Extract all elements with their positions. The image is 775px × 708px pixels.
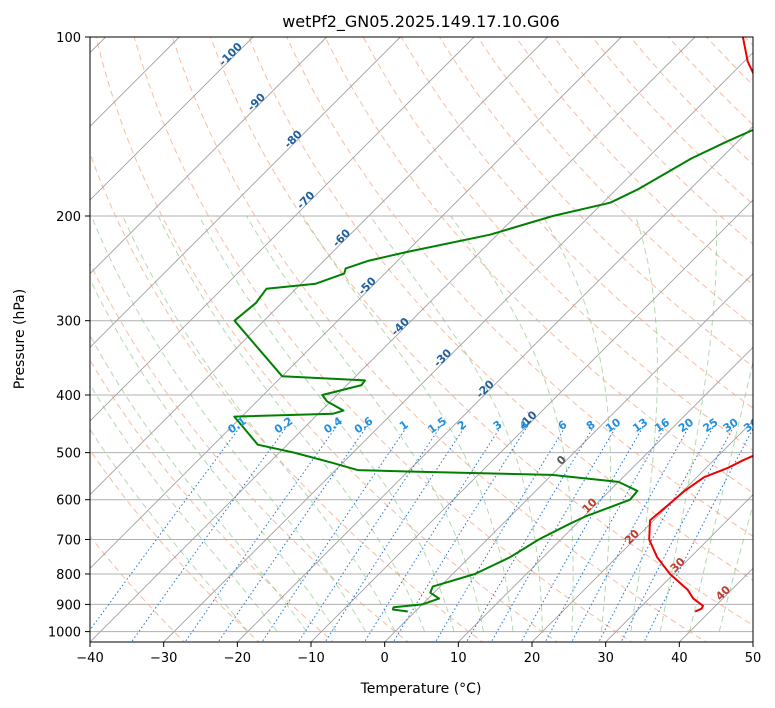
x-tick-label: 20	[524, 651, 541, 666]
isotherm-line	[605, 494, 753, 642]
isotherm-line	[90, 37, 622, 569]
isotherm-line	[531, 420, 753, 642]
mixing-ratio-line	[520, 425, 645, 642]
dry-adiabat-line	[248, 37, 753, 581]
x-tick-label: −30	[150, 651, 177, 666]
mixing-ratio-line	[571, 425, 691, 642]
x-tick-label: 0	[381, 651, 389, 666]
isotherm-line	[90, 37, 327, 275]
isotherm-line	[90, 37, 548, 496]
mixing-ratio-line	[392, 425, 529, 642]
dewpoint-profile-line	[233, 128, 753, 613]
isotherm-line	[90, 37, 254, 201]
moist-adiabat-line	[369, 215, 543, 632]
moist-adiabat-line	[157, 215, 425, 632]
moist-adiabat-line	[122, 215, 396, 632]
y-axis-label: Pressure (hPa)	[12, 289, 28, 389]
moist-adiabat-line	[689, 359, 753, 632]
dry-adiabat-line	[515, 37, 753, 286]
mixing-ratio-line	[544, 425, 667, 642]
moist-adiabat-line	[659, 215, 718, 632]
temperature-profile-line	[648, 37, 753, 613]
isotherms	[90, 37, 753, 642]
dry-adiabat-line	[171, 37, 707, 642]
moist-adiabat-line	[90, 215, 367, 632]
moist-adiabat-line	[90, 334, 308, 632]
dry-adiabat-line	[95, 37, 558, 642]
y-axis-ticks: 100 200 300 400 500 600 700 800 900 1000	[48, 31, 90, 641]
dry-adiabat-line	[90, 262, 409, 642]
mixing-ratio-line	[620, 425, 735, 642]
dry-adiabat-line	[90, 359, 335, 642]
x-tick-label: 50	[745, 651, 762, 666]
chart-title: wetPf2_GN05.2025.149.17.10.G06	[282, 12, 560, 32]
mixing-ratio-line	[363, 425, 502, 642]
mixing-ratio-line	[465, 425, 595, 642]
dry-adiabat-line	[286, 37, 753, 537]
y-tick-label: 1000	[48, 626, 81, 641]
y-tick-label: 300	[56, 315, 81, 330]
mixing-ratio-line	[261, 425, 409, 642]
x-tick-label: 40	[671, 651, 688, 666]
y-tick-label: 900	[56, 598, 81, 613]
x-tick-label: −10	[297, 651, 324, 666]
y-tick-label: 400	[56, 389, 81, 404]
mixing-ratio-line	[643, 427, 753, 642]
mixing-ratio-line	[434, 425, 567, 642]
y-tick-label: 500	[56, 447, 81, 462]
moist-adiabat-line	[198, 215, 455, 632]
mixing-ratio-line	[217, 425, 369, 642]
moist-adiabats	[90, 215, 753, 632]
moist-adiabat-line	[246, 215, 484, 632]
x-tick-label: 10	[450, 651, 467, 666]
dry-adiabat-line	[133, 37, 633, 642]
mixing-ratio-line	[598, 425, 715, 642]
moist-adiabat-line	[630, 215, 658, 632]
isotherm-line	[236, 125, 753, 642]
mixing-ratio-line	[490, 425, 618, 642]
x-tick-label: −20	[224, 651, 251, 666]
mixing-ratio-label: 36	[741, 415, 761, 435]
x-tick-label: −40	[76, 651, 103, 666]
x-tick-label: 30	[597, 651, 614, 666]
isotherm-line	[163, 52, 753, 642]
dry-adiabats	[90, 37, 753, 642]
moist-adiabat-line	[90, 428, 249, 632]
plot-background	[90, 37, 753, 642]
plot-frame	[89, 36, 754, 643]
isotherm-line	[90, 37, 401, 348]
isotherm-line	[310, 199, 753, 642]
isotherm-line	[90, 37, 475, 422]
isotherm-line	[90, 37, 696, 642]
y-tick-label: 700	[56, 533, 81, 548]
dry-adiabat-line	[210, 37, 753, 626]
dry-adiabat-line	[90, 449, 260, 642]
y-tick-label: 600	[56, 494, 81, 509]
y-tick-label: 100	[56, 31, 81, 46]
y-tick-label: 200	[56, 210, 81, 225]
moist-adiabat-line	[90, 278, 337, 632]
dry-adiabat-line	[324, 37, 753, 494]
isotherm-line	[384, 273, 753, 642]
x-axis-ticks: −40 −30 −20 −10 0 10 20 30 40 50	[76, 642, 761, 666]
moist-adiabat-line	[542, 215, 612, 632]
moist-adiabat-line	[450, 215, 574, 632]
mixing-ratio-lines	[90, 425, 753, 642]
x-axis-label: Temperature (°C)	[360, 681, 482, 697]
moist-adiabat-line	[302, 215, 514, 632]
y-tick-label: 800	[56, 568, 81, 583]
isotherm-line	[457, 346, 753, 642]
sounding-series	[233, 37, 753, 613]
